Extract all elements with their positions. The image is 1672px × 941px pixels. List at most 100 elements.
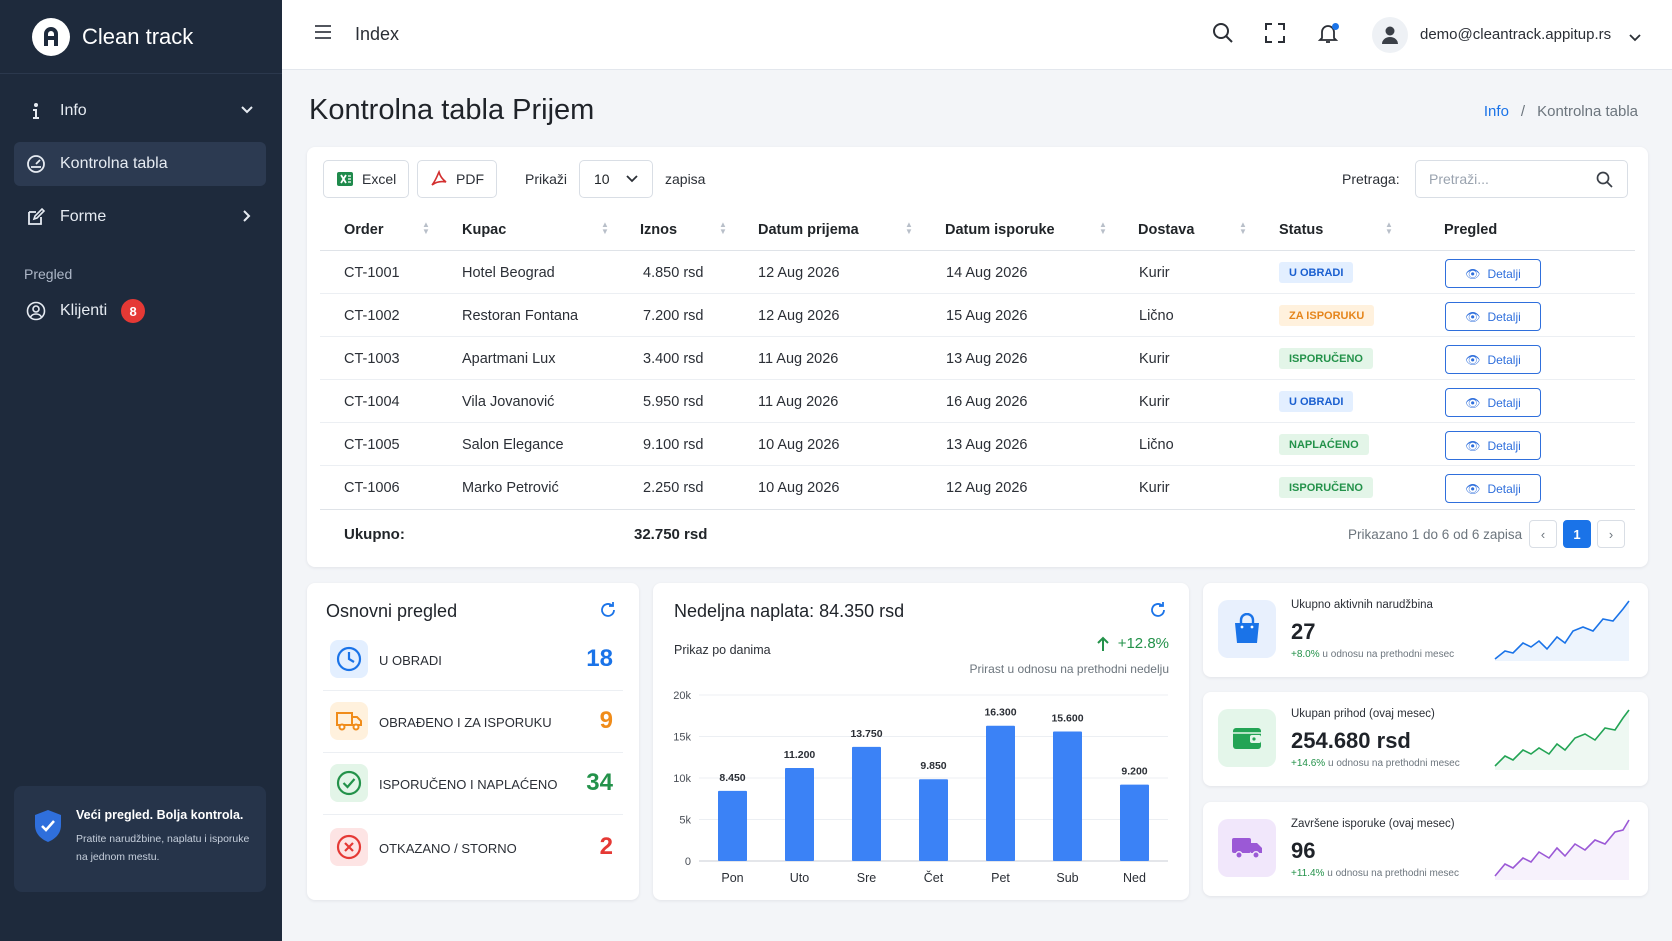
- weekly-growth: +12.8%: [1096, 635, 1169, 652]
- details-button[interactable]: 👁 Detalji: [1445, 431, 1541, 460]
- cell-dostava: Kurir: [1139, 480, 1170, 496]
- search-input[interactable]: [1416, 161, 1586, 197]
- cell-datum-prijema: 12 Aug 2026: [758, 265, 840, 281]
- overview-item-u-obradi: U OBRADI 18: [323, 629, 623, 691]
- sort-icon[interactable]: ▲ ▼: [719, 220, 727, 236]
- cell-iznos: 5.950 rsd: [643, 394, 704, 410]
- bar-value-label: 13.750: [850, 728, 882, 740]
- page-size-select[interactable]: 10: [579, 160, 653, 198]
- table-row: CT-1001 Hotel Beograd 4.850 rsd 12 Aug 2…: [320, 251, 1635, 294]
- records-label: zapisa: [665, 171, 706, 187]
- x-tick-label: Uto: [790, 871, 810, 885]
- sort-icon[interactable]: ▲ ▼: [422, 220, 430, 236]
- pagination-prev-button[interactable]: ‹: [1529, 520, 1557, 548]
- fullscreen-icon[interactable]: [1264, 22, 1286, 49]
- sort-icon[interactable]: ▲ ▼: [1239, 220, 1247, 236]
- pagination-page-button[interactable]: 1: [1563, 520, 1591, 548]
- y-tick-label: 5k: [679, 815, 691, 827]
- overview-label: U OBRADI: [379, 653, 442, 668]
- sidebar-item-kontrolna-tabla[interactable]: Kontrolna tabla: [14, 142, 266, 186]
- sidebar-item-klijenti[interactable]: Klijenti 8: [14, 289, 266, 333]
- promo-text: Pratite narudžbine, naplatu i isporuke n…: [76, 830, 250, 866]
- column-header-kupac[interactable]: Kupac: [462, 222, 507, 238]
- menu-toggle-icon[interactable]: [314, 25, 332, 44]
- promo-title: Veći pregled. Bolja kontrola.: [76, 808, 244, 822]
- sidebar-item-label: Info: [60, 102, 87, 119]
- bar-value-label: 9.850: [920, 760, 946, 772]
- stat-note: +11.4% u odnosu na prethodni mesec: [1291, 868, 1459, 879]
- top-header: Index demo@cleantrack.appitup.rs: [282, 0, 1672, 70]
- export-pdf-button[interactable]: PDF: [417, 160, 497, 198]
- overview-value: 9: [599, 707, 613, 734]
- pagination-info: Prikazano 1 do 6 od 6 zapisa: [1348, 527, 1523, 542]
- eye-icon: 👁: [1465, 309, 1481, 324]
- table-header-row: Order ▲ ▼ Kupac ▲ ▼ Iznos ▲ ▼ Datum prijema…: [320, 207, 1635, 251]
- export-excel-button[interactable]: Excel: [323, 160, 410, 198]
- sort-icon[interactable]: ▲ ▼: [905, 220, 913, 236]
- pdf-label: PDF: [456, 171, 484, 187]
- search-icon[interactable]: [1212, 22, 1234, 49]
- cell-kupac: Salon Elegance: [462, 437, 564, 453]
- edit-icon: [26, 207, 46, 227]
- stat-pct: +8.0%: [1291, 649, 1320, 660]
- column-header-datum-isporuke[interactable]: Datum isporuke: [945, 222, 1055, 238]
- pagination-next-button[interactable]: ›: [1597, 520, 1625, 548]
- orders-table: Order ▲ ▼ Kupac ▲ ▼ Iznos ▲ ▼ Datum prijema…: [320, 207, 1635, 557]
- stat-pct: +11.4%: [1291, 868, 1325, 879]
- refresh-icon[interactable]: [599, 601, 617, 624]
- column-header-order[interactable]: Order: [344, 222, 384, 238]
- overview-label: OTKAZANO / STORNO: [379, 841, 517, 856]
- details-label: Detalji: [1487, 481, 1521, 496]
- user-circle-icon: [26, 301, 46, 321]
- cell-kupac: Hotel Beograd: [462, 265, 555, 281]
- cell-datum-isporuke: 16 Aug 2026: [946, 394, 1028, 410]
- brand[interactable]: Clean track: [0, 0, 282, 74]
- stat-value: 254.680 rsd: [1291, 728, 1411, 753]
- clients-count-badge: 8: [121, 299, 146, 323]
- refresh-icon[interactable]: [1149, 601, 1167, 624]
- stat-title: Ukupno aktivnih narudžbina: [1291, 599, 1433, 611]
- search-label: Pretraga:: [1342, 171, 1400, 187]
- details-button[interactable]: 👁 Detalji: [1445, 302, 1541, 331]
- eye-icon: 👁: [1465, 352, 1481, 367]
- cell-order: CT-1003: [344, 351, 400, 367]
- column-header-iznos[interactable]: Iznos: [640, 222, 678, 238]
- sidebar-item-forme[interactable]: Forme: [14, 195, 266, 239]
- details-button[interactable]: 👁 Detalji: [1445, 474, 1541, 503]
- sidebar-item-info[interactable]: Info: [14, 89, 266, 133]
- cancel-circle-icon: [330, 828, 368, 866]
- breadcrumb-separator: /: [1520, 103, 1526, 120]
- cell-iznos: 9.100 rsd: [643, 437, 704, 453]
- column-header-datum-prijema[interactable]: Datum prijema: [758, 222, 859, 238]
- status-badge: ZA ISPORUKU: [1279, 305, 1375, 326]
- details-button[interactable]: 👁 Detalji: [1445, 259, 1541, 288]
- wallet-icon: [1218, 709, 1276, 767]
- eye-icon: 👁: [1465, 438, 1481, 453]
- user-email[interactable]: demo@cleantrack.appitup.rs: [1420, 26, 1612, 43]
- sort-icon[interactable]: ▲ ▼: [1099, 220, 1107, 236]
- cell-kupac: Restoran Fontana: [462, 308, 579, 324]
- cell-datum-isporuke: 13 Aug 2026: [946, 351, 1028, 367]
- search-icon[interactable]: [1596, 171, 1613, 193]
- column-header-dostava[interactable]: Dostava: [1138, 222, 1195, 238]
- details-button[interactable]: 👁 Detalji: [1445, 345, 1541, 374]
- cell-datum-isporuke: 15 Aug 2026: [946, 308, 1028, 324]
- sidebar-item-label: Kontrolna tabla: [60, 155, 168, 172]
- breadcrumb-link-info[interactable]: Info: [1483, 103, 1509, 120]
- bar: [852, 746, 881, 861]
- sort-icon[interactable]: ▲ ▼: [601, 220, 609, 236]
- stat-title: Ukupan prihod (ovaj mesec): [1291, 708, 1435, 720]
- sparkline-chart: [1494, 709, 1630, 770]
- chevron-down-icon[interactable]: [1628, 30, 1642, 48]
- sidebar-item-label: Klijenti: [60, 302, 108, 319]
- weekly-growth-value: +12.8%: [1117, 635, 1169, 652]
- notification-bell-icon[interactable]: [1317, 22, 1339, 49]
- details-button[interactable]: 👁 Detalji: [1445, 388, 1541, 417]
- bar-value-label: 15.600: [1051, 713, 1083, 725]
- details-label: Detalji: [1487, 266, 1521, 281]
- eye-icon: 👁: [1465, 266, 1481, 281]
- column-header-status[interactable]: Status: [1279, 222, 1324, 238]
- sort-icon[interactable]: ▲ ▼: [1385, 220, 1393, 236]
- avatar[interactable]: [1372, 17, 1408, 53]
- status-badge: ISPORUČENO: [1279, 348, 1373, 369]
